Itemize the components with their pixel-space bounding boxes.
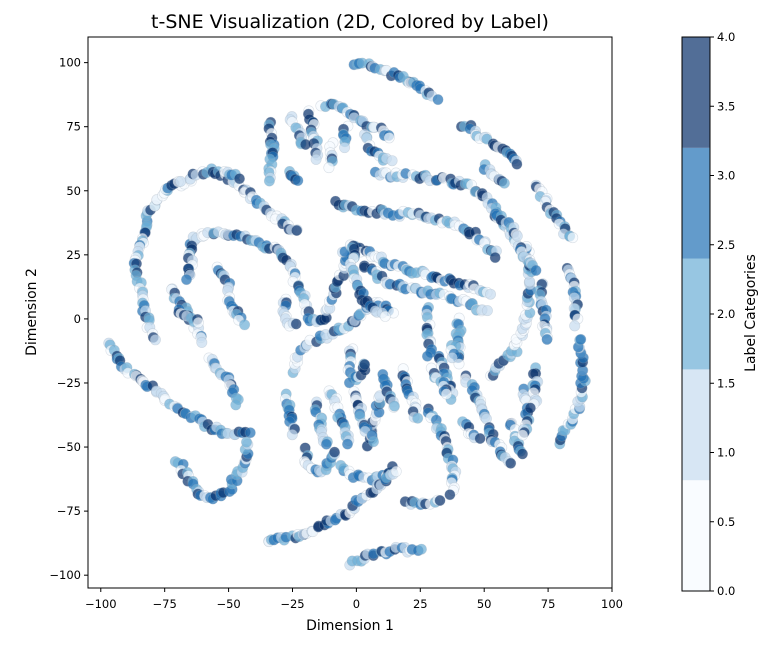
- scatter-point: [511, 230, 523, 242]
- scatter-point: [386, 155, 398, 167]
- scatter-point: [291, 225, 303, 237]
- colorbar-segment: [682, 480, 710, 591]
- scatter-point: [505, 457, 517, 469]
- scatter-point: [446, 352, 458, 364]
- scatter-point: [263, 175, 275, 187]
- scatter-point: [300, 139, 312, 151]
- scatter-point: [444, 489, 456, 501]
- scatter-point: [181, 274, 193, 286]
- scatter-point: [383, 132, 395, 144]
- y-tick-label: 25: [66, 248, 81, 262]
- colorbar-segment: [682, 147, 710, 259]
- scatter-point: [474, 432, 486, 444]
- scatter-point: [575, 333, 587, 345]
- scatter-point: [412, 412, 424, 424]
- scatter-point: [415, 543, 427, 555]
- y-tick-label: 50: [66, 184, 81, 198]
- colorbar-tick-label: 2.5: [717, 238, 735, 252]
- x-tick-label: −25: [280, 597, 304, 611]
- colorbar-tick-label: 3.0: [717, 169, 735, 183]
- plot-area: [87, 36, 613, 589]
- colorbar-tick-label: 1.0: [717, 446, 735, 460]
- x-tick-label: −50: [216, 597, 240, 611]
- scatter-point: [328, 446, 340, 458]
- scatter-point: [323, 162, 335, 174]
- colorbar-segment: [682, 258, 710, 370]
- scatter-point: [421, 350, 433, 362]
- colorbar-tick-label: 4.0: [717, 30, 735, 44]
- scatter-point: [440, 388, 452, 400]
- scatter-point: [290, 318, 302, 330]
- scatter-point: [359, 359, 371, 371]
- y-tick-label: 0: [74, 312, 81, 326]
- chart-title: t-SNE Visualization (2D, Colored by Labe…: [151, 11, 549, 33]
- scatter-point: [388, 400, 400, 412]
- colorbar-tick-label: 2.0: [717, 307, 735, 321]
- scatter-point: [511, 158, 523, 170]
- scatter-point: [196, 336, 208, 348]
- scatter-point: [481, 305, 493, 317]
- x-tick-label: 75: [541, 597, 556, 611]
- y-tick-label: 100: [59, 56, 81, 70]
- scatter-point: [292, 175, 304, 187]
- scatter-point: [367, 436, 379, 448]
- scatter-point: [192, 317, 204, 329]
- scatter-point: [524, 402, 536, 414]
- y-tick-label: −100: [49, 568, 81, 582]
- scatter-point: [453, 358, 465, 370]
- x-axis: −100 −75 −50 −25 0 25 50 75 100: [85, 588, 623, 611]
- colorbar-label: Label Categories: [743, 254, 759, 372]
- x-tick-label: −100: [85, 597, 117, 611]
- x-tick-label: 25: [413, 597, 428, 611]
- colorbar-segment: [682, 37, 710, 148]
- colorbar-tick-label: 3.5: [717, 99, 735, 113]
- y-tick-label: −50: [57, 440, 81, 454]
- scatter-point: [569, 320, 581, 332]
- scatter-point: [234, 173, 246, 185]
- colorbar-tick-label: 0.5: [717, 515, 735, 529]
- scatter-point: [489, 252, 501, 264]
- scatter-point: [530, 264, 542, 276]
- x-axis-label: Dimension 1: [306, 618, 394, 634]
- x-tick-label: 0: [353, 597, 360, 611]
- scatter-points: [103, 57, 591, 571]
- scatter-point: [310, 153, 322, 165]
- y-tick-label: −75: [57, 504, 81, 518]
- y-axis: −100 −75 −50 −25 0 25 50 75 100: [49, 56, 88, 582]
- scatter-point: [286, 429, 298, 441]
- scatter-point: [339, 142, 351, 154]
- scatter-point: [149, 334, 161, 346]
- scatter-point: [541, 333, 553, 345]
- colorbar-segment: [682, 369, 710, 481]
- scatter-point: [230, 399, 242, 411]
- scatter-point: [239, 319, 251, 331]
- x-tick-label: −75: [153, 597, 177, 611]
- scatter-point: [241, 436, 253, 448]
- x-tick-label: 100: [601, 597, 623, 611]
- scatter-point: [434, 494, 446, 506]
- y-tick-label: −25: [57, 376, 81, 390]
- scatter-point: [379, 310, 391, 322]
- scatter-point: [341, 438, 353, 450]
- y-tick-label: 75: [66, 120, 81, 134]
- colorbar-tick-label: 1.5: [717, 376, 735, 390]
- scatter-point: [390, 465, 402, 477]
- colorbar-tick-label: 0.0: [717, 584, 735, 598]
- scatter-point: [517, 429, 529, 441]
- scatter-point: [432, 94, 444, 106]
- y-axis-label: Dimension 2: [24, 268, 40, 356]
- scatter-point: [498, 177, 510, 189]
- scatter-point: [244, 427, 256, 439]
- scatter-point: [175, 175, 187, 187]
- scatter-point: [567, 232, 579, 244]
- x-tick-label: 50: [477, 597, 492, 611]
- scatter-point: [516, 448, 528, 460]
- scatter-point: [320, 438, 332, 450]
- scatter-point: [484, 288, 496, 300]
- colorbar: 0.0 0.5 1.0 1.5 2.0 2.5 3.0 3.5 4.0: [681, 30, 735, 598]
